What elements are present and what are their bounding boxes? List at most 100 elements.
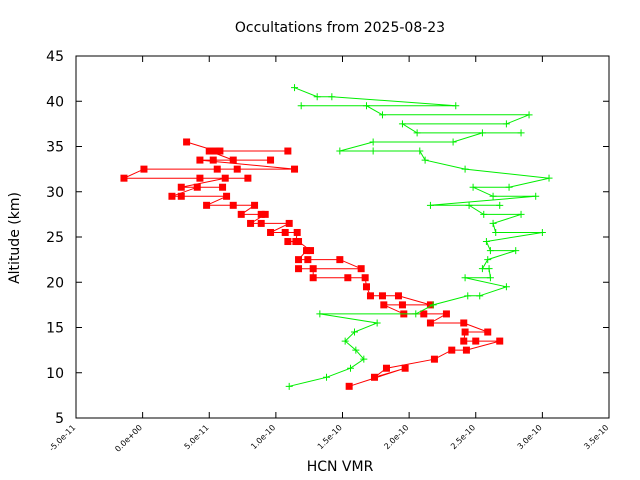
data-point — [229, 201, 237, 209]
y-tick-label: 30 — [46, 185, 64, 201]
data-point — [378, 292, 386, 300]
data-point — [462, 346, 470, 354]
data-point — [177, 192, 185, 200]
data-point — [382, 364, 390, 372]
data-point — [461, 165, 469, 173]
data-point — [538, 228, 546, 236]
data-point — [216, 147, 224, 155]
data-point — [465, 201, 473, 209]
data-point — [426, 319, 434, 327]
data-point — [292, 238, 300, 246]
data-point — [362, 283, 370, 291]
data-point — [267, 228, 275, 236]
data-point — [502, 283, 510, 291]
data-point — [357, 265, 365, 273]
data-point — [336, 147, 344, 155]
series-line — [123, 141, 500, 387]
data-point — [502, 120, 510, 128]
data-point — [345, 382, 353, 390]
y-tick-label: 15 — [46, 321, 64, 337]
data-point — [168, 192, 176, 200]
x-tick-label: -5.0e-11 — [47, 423, 77, 453]
data-point — [267, 156, 275, 164]
data-point — [398, 120, 406, 128]
data-point — [362, 102, 370, 110]
y-tick-label: 10 — [46, 366, 64, 382]
data-point — [496, 337, 504, 345]
data-point — [370, 373, 378, 381]
data-point — [505, 183, 513, 191]
data-point — [257, 219, 265, 227]
data-point — [361, 274, 369, 282]
data-point — [452, 102, 460, 110]
y-tick-label: 20 — [46, 275, 64, 291]
data-point — [517, 129, 525, 137]
data-point — [512, 247, 520, 255]
data-point — [369, 138, 377, 146]
data-point — [285, 219, 293, 227]
axis-ticks: -5.0e-11 0.0e+00 5.0e-11 1.0e-10 1.5e-10 2.0e… — [46, 49, 610, 454]
data-point — [378, 111, 386, 119]
x-tick-label: 3.5e-10 — [582, 423, 610, 451]
data-point — [257, 210, 265, 218]
data-point — [478, 129, 486, 137]
data-point — [316, 310, 324, 318]
data-point — [209, 156, 217, 164]
data-point — [517, 210, 525, 218]
data-point — [484, 256, 492, 264]
data-point — [223, 192, 231, 200]
data-point — [525, 111, 533, 119]
data-point — [373, 319, 381, 327]
data-point — [496, 201, 504, 209]
y-axis-label: Altitude (km) — [7, 192, 23, 284]
series-layer — [120, 84, 553, 390]
data-point — [545, 174, 553, 182]
data-point — [350, 328, 358, 336]
data-point — [449, 138, 457, 146]
series-1 — [120, 138, 504, 390]
data-point — [196, 156, 204, 164]
data-point — [469, 183, 477, 191]
data-point — [486, 247, 494, 255]
data-point — [478, 265, 486, 273]
data-point — [461, 328, 469, 336]
data-point — [284, 147, 292, 155]
data-point — [251, 201, 259, 209]
data-point — [421, 156, 429, 164]
data-point — [297, 102, 305, 110]
x-axis-label: HCN VMR — [307, 459, 374, 475]
data-point — [341, 337, 349, 345]
plot-frame — [75, 55, 610, 419]
data-point — [476, 292, 484, 300]
data-point — [281, 228, 289, 236]
data-point — [213, 165, 221, 173]
data-point — [291, 165, 299, 173]
data-point — [120, 174, 128, 182]
data-point — [420, 310, 428, 318]
data-point — [369, 147, 377, 155]
y-tick-label: 45 — [46, 49, 64, 65]
data-point — [426, 201, 434, 209]
data-point — [380, 301, 388, 309]
data-point — [284, 238, 292, 246]
data-point — [489, 192, 497, 200]
data-point — [237, 210, 245, 218]
data-point — [464, 292, 472, 300]
data-point — [183, 138, 191, 146]
data-point — [244, 174, 252, 182]
data-point — [233, 165, 241, 173]
x-tick-label: 3.0e-10 — [516, 423, 544, 451]
data-point — [304, 256, 312, 264]
data-point — [309, 265, 317, 273]
data-point — [328, 93, 336, 101]
y-tick-label: 5 — [55, 411, 64, 427]
data-point — [482, 238, 490, 246]
data-point — [303, 247, 311, 255]
data-point — [429, 301, 437, 309]
data-point — [486, 274, 494, 282]
data-point — [309, 274, 317, 282]
data-point — [205, 147, 213, 155]
data-point — [219, 183, 227, 191]
data-point — [394, 292, 402, 300]
